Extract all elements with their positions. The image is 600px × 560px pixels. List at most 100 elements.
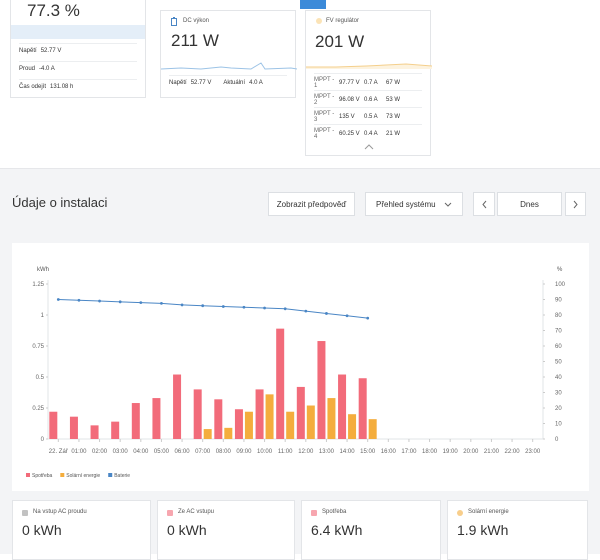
bar [49, 411, 58, 439]
total-icon [457, 510, 463, 516]
pv-cell: MPPT - 3 [314, 110, 335, 123]
row-value: 52.77 V [190, 80, 212, 86]
total-value: 0 kWh [167, 522, 207, 538]
pv-row: MPPT - 2 96.08 V 0.6 A 53 W [314, 90, 422, 108]
y2-tick-label: 100 [555, 282, 566, 288]
legend-label: Spotřeba [32, 473, 53, 479]
pv-cell: 67 W [386, 79, 401, 86]
x-tick-label: 16:00 [381, 449, 397, 455]
bar [358, 378, 367, 439]
line-point [242, 305, 246, 309]
legend-label: Baterie [114, 473, 130, 479]
pv-sparkline [306, 63, 432, 69]
pv-row: MPPT - 4 60.25 V 0.4 A 21 W [314, 124, 422, 142]
x-tick-label: 03:00 [113, 449, 129, 455]
y2-tick-label: 10 [555, 422, 562, 428]
dropdown-label: Přehled systému [376, 199, 436, 209]
battery-card: 77.3 % Napětí 52.77 V Proud -4.0 A Čas ode… [10, 0, 146, 98]
x-tick-label: 20:00 [463, 449, 479, 455]
bar [193, 389, 202, 439]
bar [255, 389, 264, 439]
bar [338, 374, 347, 439]
line-point [56, 298, 60, 301]
x-tick-label: 22. Zář [49, 449, 69, 455]
forecast-button[interactable]: Zobrazit předpověď [268, 192, 355, 216]
row-value: 4.0 A [249, 80, 263, 86]
y2-tick-label: 80 [555, 313, 562, 319]
y2-tick-label: 40 [555, 375, 562, 381]
line-point [345, 314, 349, 318]
total-icon [22, 510, 28, 516]
x-tick-label: 08:00 [216, 449, 232, 455]
bar [214, 399, 223, 439]
x-tick-label: 14:00 [340, 449, 356, 455]
y2-tick-label: 0 [555, 437, 559, 443]
day-button[interactable]: Dnes [497, 192, 562, 216]
line-point [139, 301, 143, 304]
total-value: 6.4 kWh [311, 522, 363, 538]
row-value: -4.0 A [39, 66, 55, 72]
y-axis-label: kWh [37, 267, 49, 273]
pv-cell: MPPT - 1 [314, 76, 335, 89]
bar [306, 405, 315, 439]
legend-label: Solární energie [66, 473, 100, 479]
chart-card: kWh % 0 0.25 0.5 0.75 1 1.25 0 10 20 30 40 50 60 70 80… [12, 243, 589, 491]
total-icon [311, 510, 317, 516]
y-tick-label: 0 [41, 437, 45, 443]
x-tick-label: 09:00 [236, 449, 252, 455]
next-button[interactable] [565, 192, 586, 216]
pv-value: 201 W [315, 32, 365, 51]
y2-tick-label: 50 [555, 360, 562, 366]
bar [296, 386, 305, 439]
pv-cell: MPPT - 2 [314, 93, 335, 106]
line-point [283, 307, 287, 311]
pv-title: FV regulátor [326, 18, 360, 24]
line-point [366, 316, 370, 320]
x-tick-label: 06:00 [175, 449, 191, 455]
pv-collapse[interactable] [364, 144, 374, 150]
x-tick-label: 11:00 [278, 449, 293, 455]
x-tick-label: 04:00 [133, 449, 149, 455]
bar [69, 416, 78, 439]
pv-cell: 97.77 V [339, 79, 360, 86]
next-icon [573, 200, 578, 208]
bar [90, 425, 99, 439]
prev-button[interactable] [473, 192, 495, 216]
row-label: Napětí [19, 48, 37, 54]
row-value: 52.77 V [40, 48, 62, 54]
battery-value: 77.3 % [27, 1, 80, 20]
x-tick-label: 19:00 [443, 449, 459, 455]
row-value: 131.08 h [50, 84, 74, 90]
dc-sparkline [161, 62, 297, 70]
x-tick-label: 15:00 [360, 449, 376, 455]
total-card: Ze AC vstupu 0 kWh [157, 500, 295, 560]
x-tick-label: 13:00 [319, 449, 335, 455]
line-point [263, 306, 266, 310]
total-value: 0 kWh [22, 522, 62, 538]
y-tick-label: 0.5 [36, 375, 45, 381]
total-label: Ze AC vstupu [178, 509, 215, 515]
bar [276, 328, 285, 439]
bar [244, 411, 253, 439]
bar [173, 374, 182, 439]
x-tick-label: 21:00 [484, 449, 500, 455]
line-point [160, 301, 163, 305]
x-tick-label: 02:00 [92, 449, 108, 455]
x-tick-label: 10:00 [257, 449, 273, 455]
x-tick-label: 05:00 [154, 449, 170, 455]
system-dropdown[interactable]: Přehled systému [365, 192, 463, 216]
line-point [325, 312, 328, 315]
dc-value: 211 W [171, 31, 219, 50]
line-point [304, 309, 308, 313]
total-label: Spotřeba [322, 509, 347, 515]
y2-tick-label: 30 [555, 391, 562, 397]
pv-cell: 0.5 A [364, 113, 378, 120]
row-label: Napětí [169, 80, 187, 86]
bar [234, 409, 243, 439]
y-tick-label: 0.75 [32, 344, 44, 350]
bar [152, 398, 161, 439]
dc-icon [171, 17, 177, 26]
chart: kWh % 0 0.25 0.5 0.75 1 1.25 0 10 20 30 40 50 60 70 80… [26, 267, 566, 479]
section-title: Údaje o instalaci [12, 195, 108, 210]
battery-row: Čas odejít 131.08 h [19, 79, 137, 94]
